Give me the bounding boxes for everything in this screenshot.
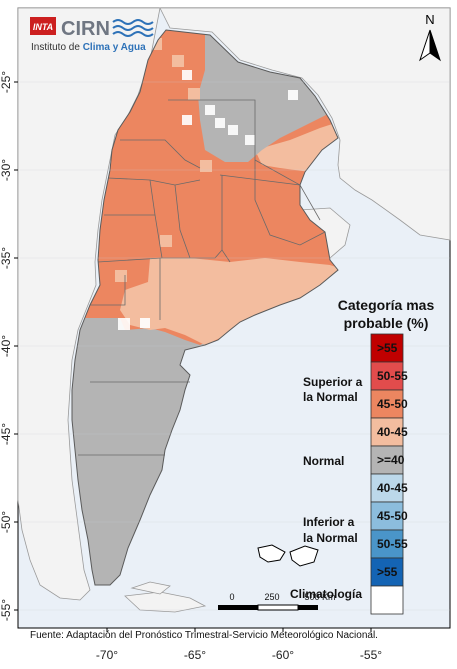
legend-swatch-label: 40-45 xyxy=(377,425,408,439)
legend-swatch-label: >55 xyxy=(377,565,398,579)
legend-swatch xyxy=(370,445,404,475)
legend-swatch-label: >55 xyxy=(377,341,398,355)
islas-malvinas xyxy=(257,544,319,567)
legend-swatch-label: 45-50 xyxy=(377,397,408,411)
inta-text: INTA xyxy=(33,22,53,32)
lon-axis xyxy=(106,628,372,632)
legend-swatch-label: 50-55 xyxy=(377,537,408,551)
legend-title-line1: Categoría mas xyxy=(338,297,435,313)
source-note: Fuente: Adaptación del Pronóstico Trimes… xyxy=(30,630,378,641)
legend-group-superior-1: Superior a xyxy=(303,375,363,389)
scale-label-0: 0 xyxy=(229,592,234,602)
lat-tick-label: -35° xyxy=(0,247,13,269)
lat-tick-label: -50° xyxy=(0,511,13,533)
legend-swatch xyxy=(370,529,404,559)
legend-group-inferior-2: la Normal xyxy=(303,531,358,545)
inta-badge xyxy=(30,17,56,35)
legend-title-line2: probable (%) xyxy=(344,315,429,331)
logo-subtitle: Instituto de Clima y Agua xyxy=(31,42,146,53)
legend-swatch xyxy=(370,501,404,531)
legend-swatch xyxy=(370,361,404,391)
legend-swatch-label: >=40 xyxy=(377,453,405,467)
legend-group-climatologia: Climatología xyxy=(290,587,362,601)
legend-group-normal: Normal xyxy=(303,454,344,468)
lat-tick-label: -30° xyxy=(0,159,13,181)
legend-swatch xyxy=(370,473,404,503)
lat-tick-label: -45° xyxy=(0,423,13,445)
lat-tick-label: -25° xyxy=(0,71,13,93)
logo-subtitle-prefix: Instituto de xyxy=(31,42,83,53)
graticule xyxy=(20,81,450,611)
cirn-logo: INTA CIRN Instituto de Clima y Agua xyxy=(30,17,154,53)
legend-swatch-label: 50-55 xyxy=(377,369,408,383)
lon-tick-label: -60° xyxy=(272,648,294,662)
north-arrow-icon: N xyxy=(419,12,441,62)
legend-swatch-label: 45-50 xyxy=(377,509,408,523)
legend-group-superior-2: la Normal xyxy=(303,390,358,404)
lat-tick-label: -55° xyxy=(0,599,13,621)
lat-axis xyxy=(14,81,18,611)
scale-label-500: 500 Km xyxy=(304,592,335,602)
legend-swatch-label: 40-45 xyxy=(377,481,408,495)
legend-group-inferior-1: Inferior a xyxy=(303,515,355,529)
north-label: N xyxy=(425,12,434,27)
legend-swatch xyxy=(370,557,404,587)
water-waves-icon xyxy=(112,19,154,37)
logo-subtitle-emphasis: Clima y Agua xyxy=(83,42,146,53)
scale-label-250: 250 xyxy=(264,592,279,602)
scale-bar: 0 250 500 Km xyxy=(218,592,336,611)
lon-tick-label: -65° xyxy=(184,648,206,662)
cirn-text: CIRN xyxy=(61,18,110,40)
lat-tick-label: -40° xyxy=(0,335,13,357)
legend-swatches: >55 50-55 45-50 40-45 >=40 40-45 45-50 50-55 >55 xyxy=(370,333,408,615)
area-superior-40-45-south xyxy=(120,258,338,345)
lon-tick-label: -70° xyxy=(96,648,118,662)
lon-tick-label: -55° xyxy=(360,648,382,662)
legend-swatch xyxy=(370,585,404,615)
legend-swatch xyxy=(370,333,404,363)
